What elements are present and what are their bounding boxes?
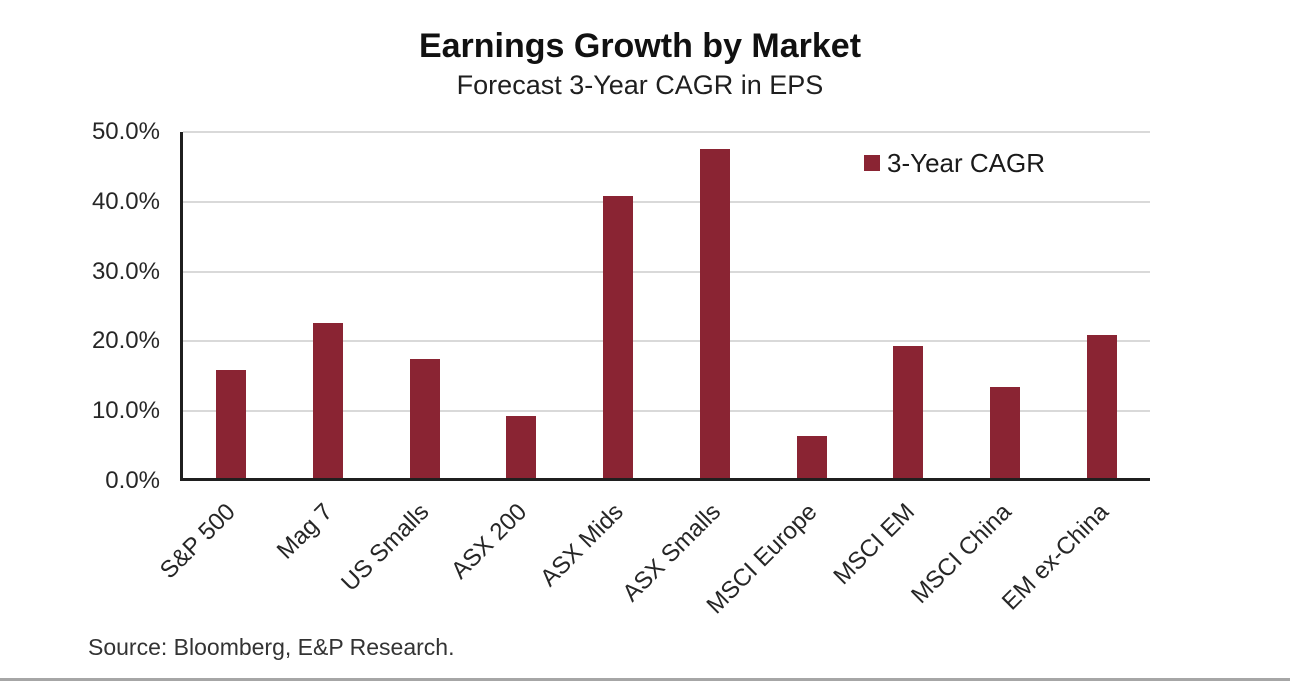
bar-column <box>860 132 957 478</box>
gridline <box>183 131 1150 133</box>
bar <box>216 369 247 478</box>
y-tick-label: 30.0% <box>91 257 160 285</box>
y-tick-label: 0.0% <box>105 467 160 494</box>
chart-subtitle: Forecast 3-Year CAGR in EPS <box>456 70 824 100</box>
bar <box>796 436 827 478</box>
bar <box>893 346 924 478</box>
bottom-rule <box>0 678 1290 681</box>
gridline <box>183 410 1150 413</box>
legend-label: 3-Year CAGR <box>887 148 1045 178</box>
x-axis-label: ASX Mids <box>535 498 629 592</box>
chart-title: Earnings Growth by Market <box>418 27 862 65</box>
x-axis-label: ASX 200 <box>445 498 532 585</box>
y-tick-label: 40.0% <box>91 187 160 215</box>
bar-column <box>1053 132 1150 478</box>
bar <box>1086 334 1117 478</box>
x-axis-label: Mag 7 <box>271 498 338 565</box>
legend-swatch-icon <box>864 155 880 171</box>
legend: 3-Year CAGR <box>864 149 1045 177</box>
gridline <box>183 340 1150 343</box>
bar <box>989 386 1020 478</box>
x-axis-label: MSCI EM <box>828 498 920 590</box>
bar <box>603 196 634 478</box>
x-axis-label: S&P 500 <box>155 498 241 585</box>
y-tick-label: 10.0% <box>91 397 160 425</box>
bar-column <box>473 132 570 478</box>
x-axis-label: US Smalls <box>336 498 435 597</box>
bar-column <box>280 132 377 478</box>
bar-column <box>763 132 860 478</box>
y-tick-label: 50.0% <box>91 118 160 145</box>
bar <box>409 359 440 478</box>
bar-column <box>570 132 667 478</box>
source-note: Source: Bloomberg, E&P Research. <box>88 634 455 660</box>
bar-column <box>183 132 280 478</box>
plot-area: 3-Year CAGR <box>180 131 1150 481</box>
bar-column <box>957 132 1054 478</box>
bar-series <box>183 132 1150 478</box>
y-tick-label: 20.0% <box>91 327 160 355</box>
bar <box>699 148 730 478</box>
bar-column <box>667 132 764 478</box>
bar <box>506 415 537 478</box>
bar <box>313 323 344 478</box>
bar-column <box>376 132 473 478</box>
gridline <box>183 200 1150 203</box>
gridline <box>183 270 1150 273</box>
